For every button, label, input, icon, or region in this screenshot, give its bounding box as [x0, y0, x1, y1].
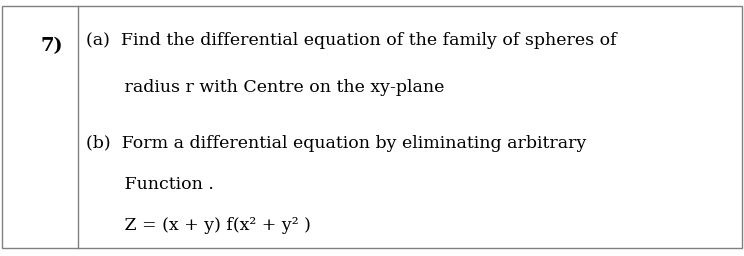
Text: Function .: Function . — [86, 176, 214, 193]
Text: (b)  Form a differential equation by eliminating arbitrary: (b) Form a differential equation by elim… — [86, 135, 586, 152]
Text: (a)  Find the differential equation of the family of spheres of: (a) Find the differential equation of th… — [86, 33, 616, 49]
Text: radius r with Centre on the xy-plane: radius r with Centre on the xy-plane — [86, 79, 444, 95]
Text: 7): 7) — [41, 37, 63, 55]
Text: Z = (x + y) f(x² + y² ): Z = (x + y) f(x² + y² ) — [86, 217, 310, 234]
